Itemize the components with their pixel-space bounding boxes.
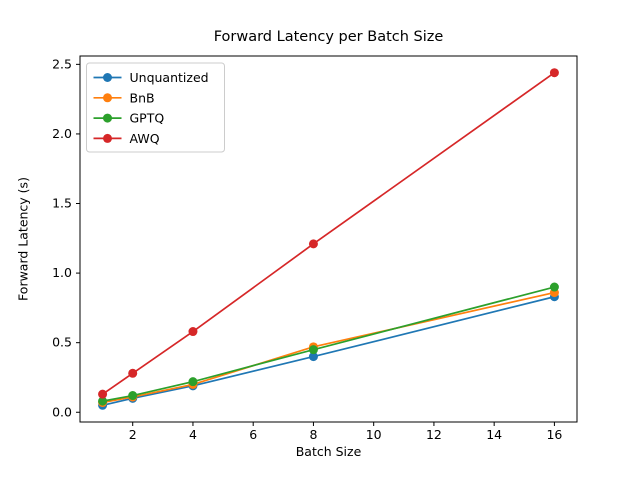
x-tick-label: 16 <box>546 427 562 442</box>
legend-label: GPTQ <box>130 111 165 126</box>
legend-box <box>86 62 225 153</box>
x-tick-label: 2 <box>129 427 137 442</box>
y-tick-label: 2.0 <box>52 126 72 141</box>
data-point-gptq <box>188 377 198 387</box>
data-point-awq <box>549 68 559 78</box>
data-point-awq <box>188 327 198 337</box>
legend: Unquantized BnB GPTQ AWQ <box>86 62 225 153</box>
data-point-unquantized <box>308 352 318 362</box>
data-point-awq <box>98 389 108 399</box>
legend-swatch-marker <box>103 133 112 143</box>
y-tick-label: 1.0 <box>52 265 72 280</box>
data-point-gptq <box>128 391 138 401</box>
data-point-awq <box>308 239 318 249</box>
legend-label: Unquantized <box>130 70 209 85</box>
legend-swatch-marker <box>103 73 112 82</box>
y-tick-label: 1.5 <box>52 196 72 211</box>
x-tick-label: 4 <box>189 427 197 442</box>
x-tick-label: 8 <box>309 427 317 442</box>
x-tick-label: 10 <box>366 427 382 442</box>
x-tick-label: 14 <box>486 427 502 442</box>
data-point-awq <box>128 368 138 378</box>
x-axis-label: Batch Size <box>295 444 362 459</box>
legend-swatch-marker <box>103 113 112 123</box>
y-tick-label: 0.5 <box>52 335 72 350</box>
legend-item-awq: AWQ <box>93 131 160 146</box>
legend-label: BnB <box>130 90 155 105</box>
legend-item-bnb: BnB <box>93 90 155 105</box>
data-point-gptq <box>308 345 318 355</box>
plot-frame <box>79 55 578 423</box>
legend-swatch-marker <box>103 93 112 103</box>
data-point-gptq <box>549 282 559 292</box>
data-point-gptq <box>98 396 108 406</box>
y-tick-label: 2.5 <box>52 56 72 71</box>
chart-title: Forward Latency per Batch Size <box>213 29 444 45</box>
x-tick-label: 12 <box>426 427 442 442</box>
legend-item-gptq: GPTQ <box>93 111 165 126</box>
legend-item-unquantized: Unquantized <box>93 70 209 85</box>
y-tick-label: 0.0 <box>52 404 72 419</box>
x-tick-label: 6 <box>249 427 257 442</box>
legend-label: AWQ <box>130 131 160 146</box>
